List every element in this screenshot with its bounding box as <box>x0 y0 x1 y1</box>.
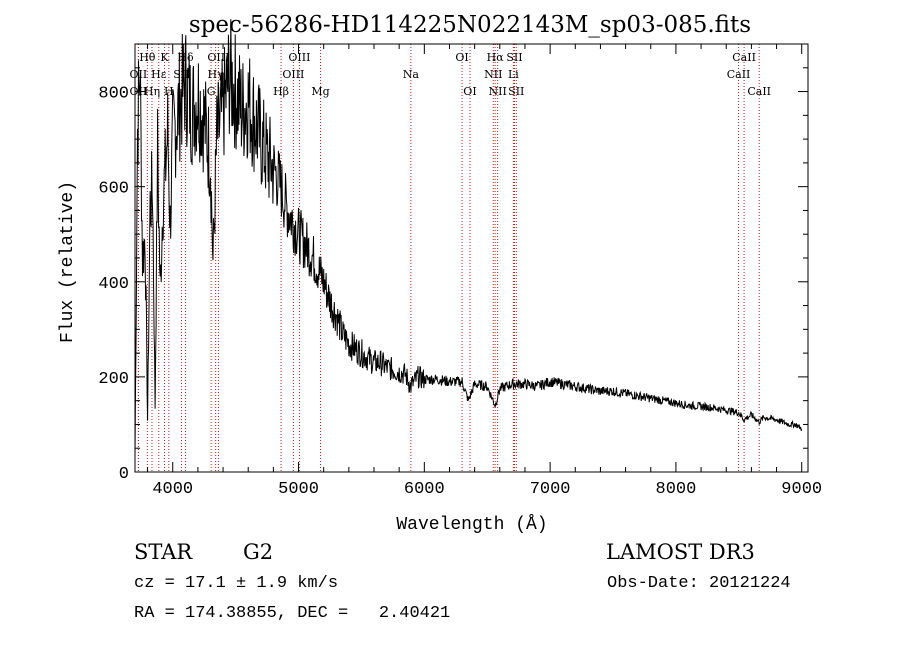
line-label-0: Hθ <box>139 51 156 64</box>
line-label-25: CaII <box>732 51 756 64</box>
line-label-26: CaII <box>727 68 751 81</box>
line-label-21: NII <box>489 85 507 98</box>
subclass: G2 <box>243 540 274 564</box>
y-tick-label: 0 <box>119 465 129 484</box>
line-label-10: Hγ <box>208 68 225 81</box>
line-label-12: OIII <box>288 51 310 64</box>
line-label-23: Li <box>508 68 519 81</box>
survey-label: LAMOST DR3 <box>606 540 755 564</box>
y-tick-label: 600 <box>98 180 129 199</box>
line-label-4: Hη <box>144 85 160 98</box>
y-tick-label: 200 <box>98 370 129 389</box>
line-label-20: NII <box>484 68 502 81</box>
spectral-line-markers <box>137 44 760 472</box>
y-tick-label: 400 <box>98 275 129 294</box>
line-label-27: CaII <box>747 85 771 98</box>
chart-title: spec-56286-HD114225N022143M_sp03-085.fit… <box>189 12 751 38</box>
line-label-13: OIII <box>282 68 304 81</box>
line-label-14: Hβ <box>273 85 289 98</box>
x-tick-label: 5000 <box>278 480 319 499</box>
line-label-5: K <box>160 51 169 64</box>
x-tick-label: 7000 <box>530 480 571 499</box>
line-label-7: H <box>164 85 174 98</box>
line-label-18: OI <box>463 85 476 98</box>
x-tick-label: 6000 <box>404 480 445 499</box>
x-axis: 4000 5000 6000 7000 8000 9000 <box>147 44 822 499</box>
x-tick-label: 4000 <box>152 480 193 499</box>
line-label-22: SII <box>506 51 522 64</box>
y-tick-label: 800 <box>98 85 129 104</box>
line-label-17: OI <box>455 51 468 64</box>
object-class: STAR <box>134 540 193 564</box>
x-axis-label: Wavelength (Å) <box>396 514 547 535</box>
spectrum-line <box>134 19 803 458</box>
line-label-19: Hα <box>487 51 505 64</box>
line-label-24: SII <box>508 85 524 98</box>
y-axis: 0 200 400 600 800 <box>98 67 808 484</box>
line-label-11: G <box>207 85 216 98</box>
y-axis-label: Flux (relative) <box>58 181 78 343</box>
x-tick-label: 8000 <box>656 480 697 499</box>
redshift-cz: cz = 17.1 ± 1.9 km/s <box>134 574 339 593</box>
observation-date: Obs-Date: 20121224 <box>607 574 791 593</box>
line-label-15: Mg <box>311 85 329 98</box>
line-label-6: SII <box>173 68 189 81</box>
line-label-3: Hε <box>151 68 167 81</box>
ra-dec: RA = 174.38855, DEC = 2.40421 <box>134 604 451 623</box>
line-label-9: OIII <box>207 51 229 64</box>
line-label-16: Na <box>403 68 420 81</box>
x-tick-label: 9000 <box>781 480 822 499</box>
